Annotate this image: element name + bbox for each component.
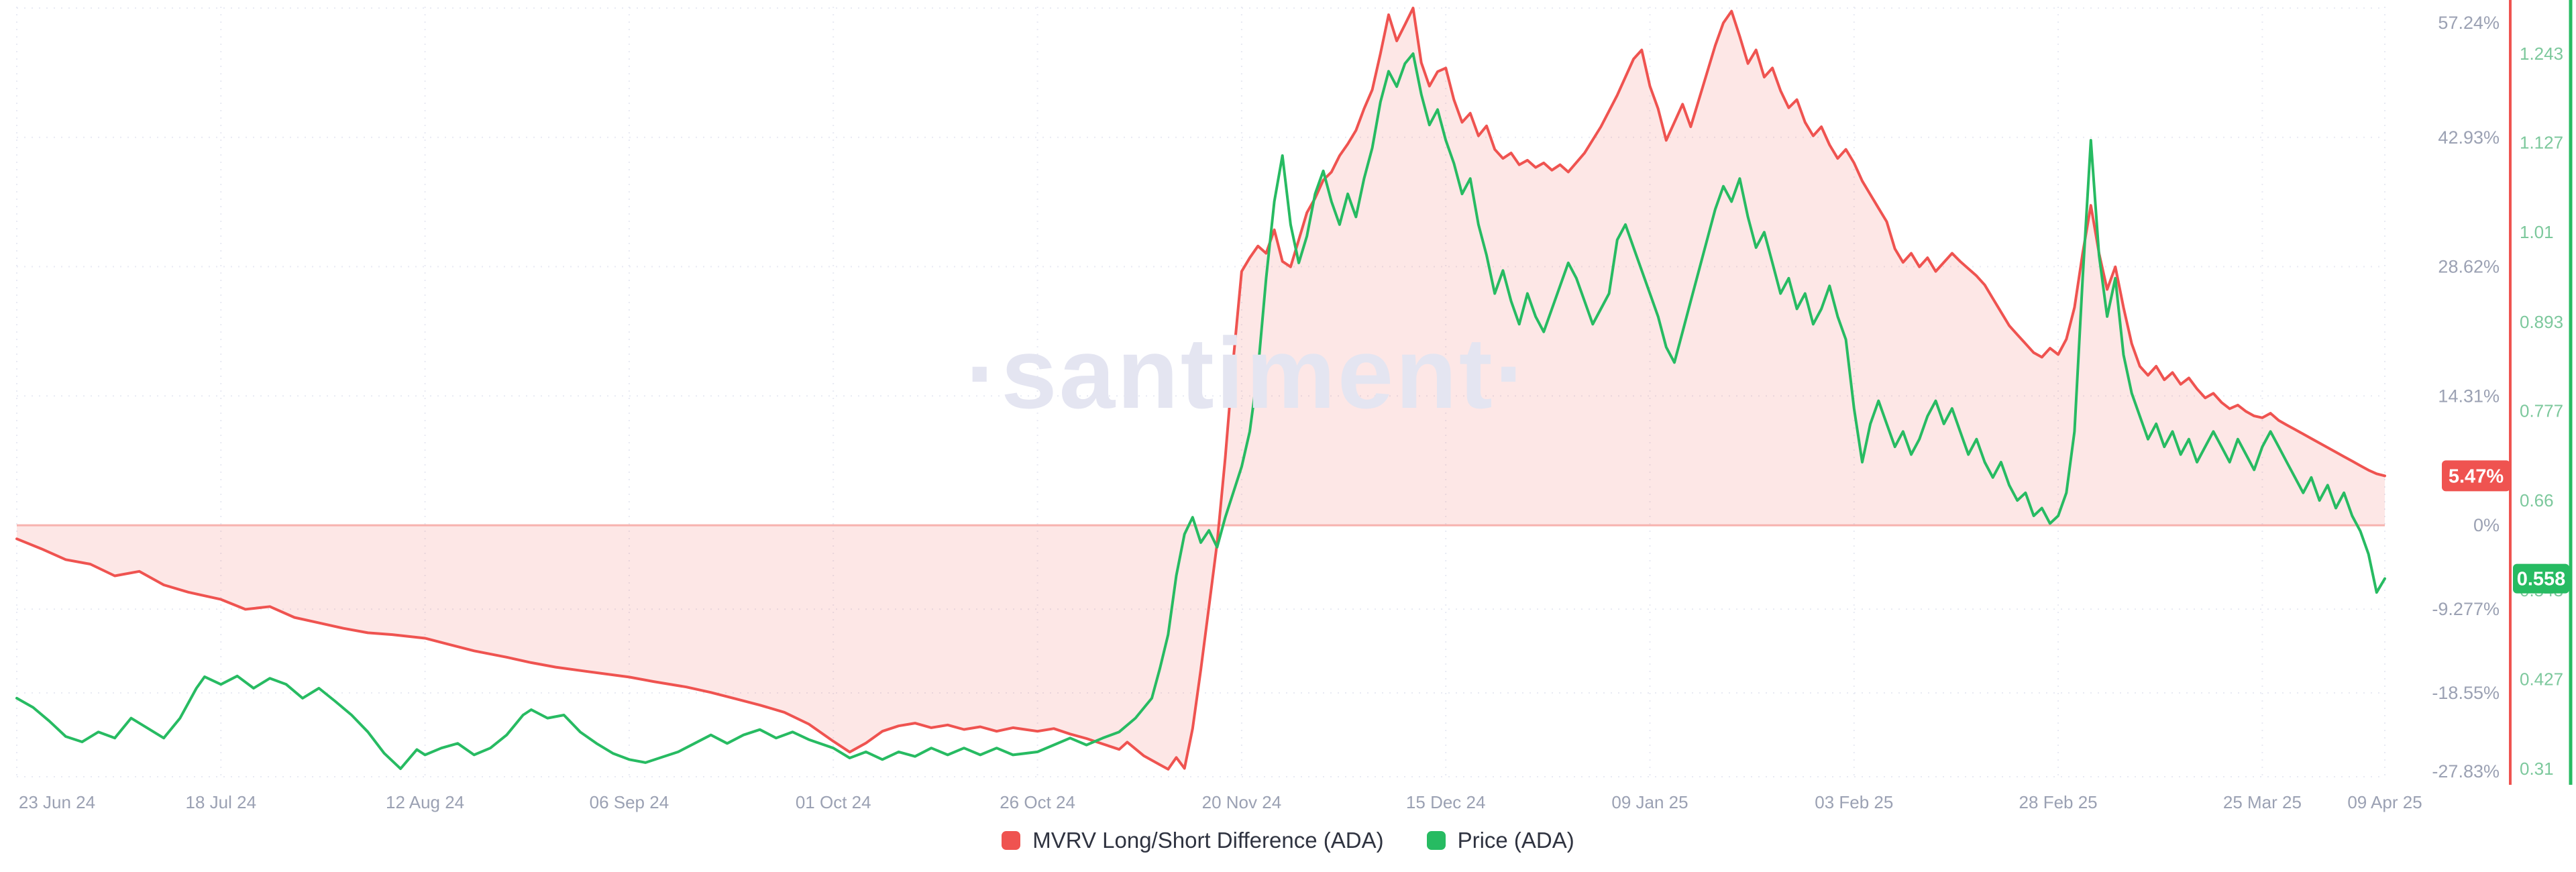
date-axis-label: 18 Jul 24 <box>186 792 257 812</box>
date-axis-label: 01 Oct 24 <box>796 792 871 812</box>
price-axis-tick-label: 0.777 <box>2520 400 2563 421</box>
date-axis-label: 09 Jan 25 <box>1611 792 1688 812</box>
mvrv-axis-tick-label: -9.277% <box>2432 599 2500 619</box>
date-axis-label: 09 Apr 25 <box>2347 792 2422 812</box>
price-axis-tick-label: 1.01 <box>2520 222 2554 242</box>
mvrv-current-badge <box>2442 460 2510 492</box>
price-current-badge <box>2513 563 2569 594</box>
mvrv-axis-tick-label: 14.31% <box>2438 386 2500 406</box>
price-legend-label: Price (ADA) <box>1457 828 1574 853</box>
price-axis-tick-label: 1.127 <box>2520 133 2563 153</box>
mvrv-axis-tick-label: 57.24% <box>2438 13 2500 33</box>
date-axis-label: 25 Mar 25 <box>2223 792 2302 812</box>
mvrv-legend-label: MVRV Long/Short Difference (ADA) <box>1032 828 1384 853</box>
date-axis-label: 06 Sep 24 <box>590 792 669 812</box>
legend-item-mvrv[interactable]: MVRV Long/Short Difference (ADA) <box>1002 828 1384 853</box>
mvrv-current-value: 5.47% <box>2449 466 2504 487</box>
date-axis-label: 26 Oct 24 <box>1000 792 1075 812</box>
price-axis-tick-label: 0.31 <box>2520 759 2554 779</box>
legend-item-price[interactable]: Price (ADA) <box>1426 828 1574 853</box>
chart-legend: MVRV Long/Short Difference (ADA) Price (… <box>0 828 2576 853</box>
mvrv-axis-tick-label: -18.55% <box>2432 683 2500 703</box>
price-legend-swatch-icon <box>1426 831 1446 850</box>
mvrv-line <box>15 7 2386 771</box>
price-axis-tick-label: 0.427 <box>2520 669 2563 689</box>
mvrv-axis-tick-label: 42.93% <box>2438 127 2500 148</box>
date-axis-label: 15 Dec 24 <box>1406 792 1486 812</box>
mvrv-axis-tick-label: -27.83% <box>2432 761 2500 781</box>
date-axis-label: 03 Feb 25 <box>1815 792 1893 812</box>
date-axis-label: 12 Aug 24 <box>386 792 464 812</box>
date-axis-label: 20 Nov 24 <box>1202 792 1282 812</box>
price-axis-tick-label: 0.66 <box>2520 490 2554 510</box>
price-current-value: 0.558 <box>2517 569 2566 590</box>
price-line <box>15 52 2386 770</box>
mvrv-axis-tick-label: 28.62% <box>2438 257 2500 277</box>
mvrv-area-fill <box>17 8 2385 769</box>
mvrv-axis-tick-label: 0% <box>2473 515 2500 535</box>
price-axis-tick-label: 1.243 <box>2520 44 2563 64</box>
mvrv-legend-swatch-icon <box>1002 831 1021 850</box>
date-axis-label: 23 Jun 24 <box>19 792 95 812</box>
date-axis-label: 28 Feb 25 <box>2019 792 2098 812</box>
price-axis-tick-label: 0.893 <box>2520 312 2563 332</box>
